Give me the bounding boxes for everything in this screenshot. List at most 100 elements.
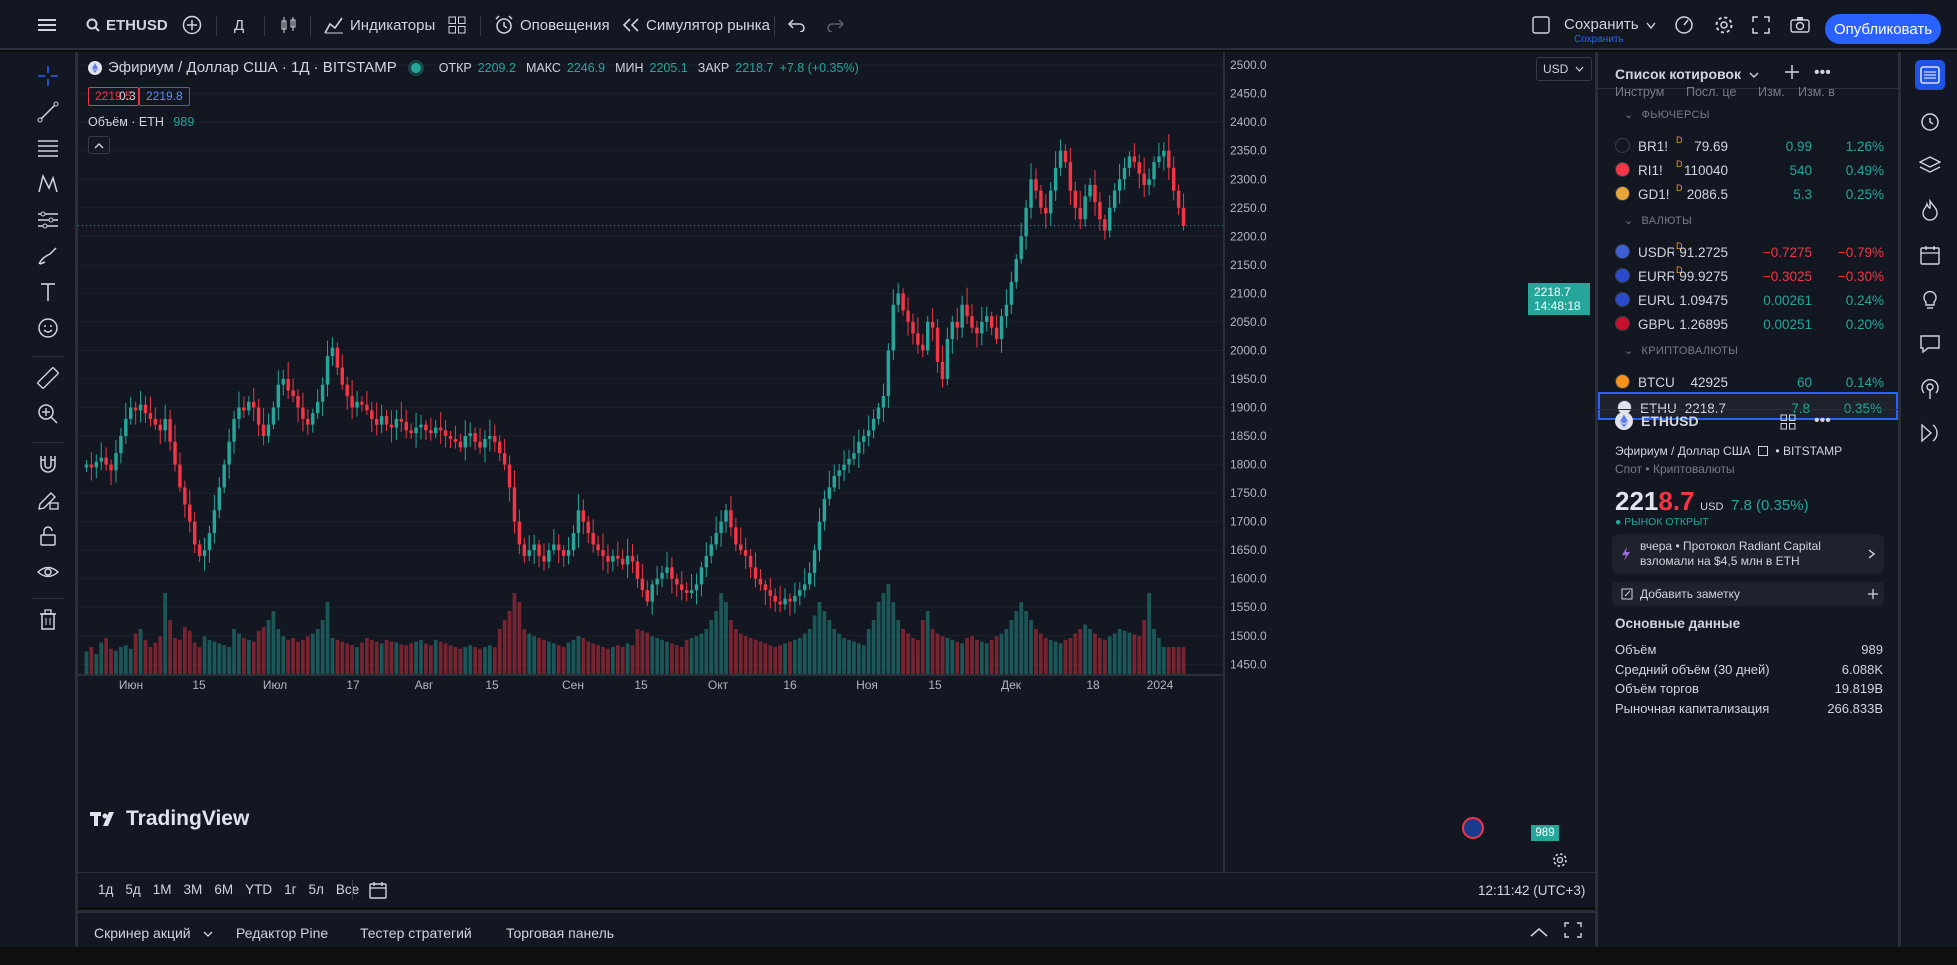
- delete-drawings-tool[interactable]: [34, 606, 62, 634]
- trendline-tool[interactable]: [34, 98, 62, 126]
- streams-toggle[interactable]: [1915, 374, 1945, 404]
- watchlist-title-button[interactable]: Список котировок: [1615, 66, 1759, 82]
- magnet-tool[interactable]: [34, 450, 62, 478]
- watchlist-row[interactable]: GD1! D 2086.5 5.3 0.25%: [1598, 180, 1898, 208]
- add-symbol-button[interactable]: [1784, 64, 1800, 83]
- watchlist-row[interactable]: GBPUSD 1.26895 0.00251 0.20%: [1598, 310, 1898, 338]
- measure-tool[interactable]: [34, 364, 62, 392]
- price-tick: 1900.0: [1230, 401, 1267, 415]
- more-icon[interactable]: •••: [1814, 64, 1831, 81]
- range-button[interactable]: 1д: [98, 882, 114, 897]
- object-tree-toggle[interactable]: [1915, 151, 1945, 181]
- tab-screener[interactable]: Скринер акций: [94, 925, 213, 941]
- col-change[interactable]: Изм.: [1758, 85, 1785, 99]
- replay-button[interactable]: Симулятор рынка: [622, 13, 770, 37]
- hotlists-toggle[interactable]: [1915, 195, 1945, 225]
- tradingview-watermark[interactable]: TradingView: [90, 807, 249, 831]
- range-button[interactable]: 1М: [152, 882, 172, 897]
- indicators-button[interactable]: Индикаторы: [324, 13, 435, 37]
- layouts-button[interactable]: [448, 13, 466, 37]
- compare-button[interactable]: [182, 13, 202, 37]
- watchlist-section[interactable]: ⌄ ВАЛЮТЫ: [1624, 214, 1692, 227]
- watchlist-row[interactable]: RI1! D 110040 540 0.49%: [1598, 156, 1898, 184]
- lock-drawing-tool[interactable]: [34, 486, 62, 514]
- prediction-tool[interactable]: [34, 206, 62, 234]
- tab-strategy-tester[interactable]: Тестер стратегий: [360, 925, 472, 941]
- redo-button[interactable]: [826, 13, 844, 37]
- candles-icon: [281, 17, 296, 33]
- watchlist-row[interactable]: ETHUSD 2218.7 7.8 0.35%: [1598, 392, 1898, 420]
- watchlist-section[interactable]: ⌄ КРИПТОВАЛЮТЫ: [1624, 344, 1738, 357]
- chart-settings-button[interactable]: [1552, 852, 1568, 871]
- expand-panel-button[interactable]: [1530, 925, 1548, 940]
- zoom-tool[interactable]: [34, 400, 62, 428]
- settings-button[interactable]: [1714, 13, 1734, 37]
- quick-search-button[interactable]: [1674, 13, 1694, 37]
- flag-us-icon[interactable]: [1462, 817, 1484, 839]
- patterns-tool[interactable]: [34, 170, 62, 198]
- candle-body: [950, 321, 955, 340]
- currency-select[interactable]: USD: [1536, 57, 1592, 81]
- goto-date-button[interactable]: [368, 880, 388, 903]
- watchlist-section[interactable]: ⌄ ФЬЮЧЕРСЫ: [1624, 108, 1710, 121]
- menu-icon[interactable]: [38, 13, 56, 37]
- sell-button[interactable]: 2219.5: [88, 87, 139, 106]
- collapse-legend-button[interactable]: [88, 136, 110, 154]
- ideas-toggle[interactable]: [1915, 284, 1945, 314]
- crosshair-tool[interactable]: [34, 62, 62, 90]
- news-card[interactable]: вчера • Протокол Radiant Capital взломал…: [1612, 534, 1884, 574]
- add-note-button[interactable]: Добавить заметку: [1612, 582, 1884, 606]
- buy-button[interactable]: 2219.8: [139, 87, 190, 106]
- select-checkbox[interactable]: [1532, 13, 1550, 37]
- chart-pane[interactable]: 2500.0 2450.0 2400.0 2350.0 2300.0 2250.0 2200…: [78, 52, 1595, 907]
- watchlist-row[interactable]: BTCUSD 42925 60 0.14%: [1598, 368, 1898, 396]
- volume-bar: [158, 636, 163, 674]
- lock-all-tool[interactable]: [34, 522, 62, 550]
- price-chart[interactable]: 2500.0 2450.0 2400.0 2350.0 2300.0 2250.0 2200…: [78, 52, 1595, 907]
- watchlist-row[interactable]: BR1! D 79.69 0.99 1.26%: [1598, 132, 1898, 160]
- details-name[interactable]: Эфириум / Доллар США: [1615, 444, 1751, 458]
- clock[interactable]: 12:11:42 (UTC+3): [1478, 883, 1586, 898]
- candle-body: [684, 590, 689, 593]
- watchlist-row[interactable]: EURUSD 1.09475 0.00261 0.24%: [1598, 286, 1898, 314]
- range-button[interactable]: 5д: [125, 882, 141, 897]
- fib-tool[interactable]: [34, 134, 62, 162]
- range-button[interactable]: 6М: [214, 882, 234, 897]
- tab-pine-editor[interactable]: Редактор Pine: [236, 925, 329, 941]
- candle-body: [1053, 167, 1058, 191]
- details-layout-button[interactable]: [1780, 414, 1796, 433]
- chart-type-button[interactable]: [280, 13, 298, 37]
- hide-drawings-tool[interactable]: [34, 558, 62, 586]
- details-more-icon[interactable]: •••: [1814, 412, 1831, 429]
- publish-button[interactable]: Опубликовать: [1825, 14, 1941, 44]
- emoji-tool[interactable]: [34, 314, 62, 342]
- alerts-toggle[interactable]: [1915, 106, 1945, 136]
- calendar-toggle[interactable]: [1915, 240, 1945, 270]
- maximize-panel-button[interactable]: [1564, 922, 1582, 941]
- candle-body: [473, 433, 477, 442]
- watchlist-row[interactable]: EURRUBD99.9275 −0.3025 −0.30%: [1598, 262, 1898, 290]
- range-button[interactable]: 1г: [284, 882, 297, 897]
- tab-trading-panel[interactable]: Торговая панель: [506, 925, 615, 941]
- alerts-button[interactable]: Оповещения: [494, 13, 610, 37]
- external-link-icon[interactable]: [1758, 446, 1769, 456]
- watchlist-row[interactable]: USDRUBD91.2725 −0.7275 −0.79%: [1598, 238, 1898, 266]
- col-last[interactable]: Посл. це: [1686, 85, 1737, 99]
- replay-toggle[interactable]: [1915, 418, 1945, 448]
- text-tool[interactable]: [34, 278, 62, 306]
- interval-button[interactable]: Д: [234, 13, 244, 37]
- watchlist-toggle[interactable]: [1915, 60, 1945, 90]
- chats-toggle[interactable]: [1915, 329, 1945, 359]
- range-button[interactable]: 3М: [183, 882, 203, 897]
- brush-tool[interactable]: [34, 242, 62, 270]
- save-button[interactable]: Сохранить Сохранить: [1564, 14, 1656, 46]
- col-symbol[interactable]: Инструм: [1615, 85, 1665, 99]
- range-button[interactable]: Все: [335, 882, 360, 897]
- undo-button[interactable]: [788, 13, 806, 37]
- col-change-pct[interactable]: Изм. в: [1798, 85, 1835, 99]
- symbol-search-button[interactable]: ETHUSD: [86, 13, 168, 37]
- range-button[interactable]: YTD: [245, 882, 273, 897]
- fullscreen-button[interactable]: [1752, 13, 1770, 37]
- range-button[interactable]: 5л: [308, 882, 324, 897]
- screenshot-button[interactable]: [1790, 13, 1810, 37]
